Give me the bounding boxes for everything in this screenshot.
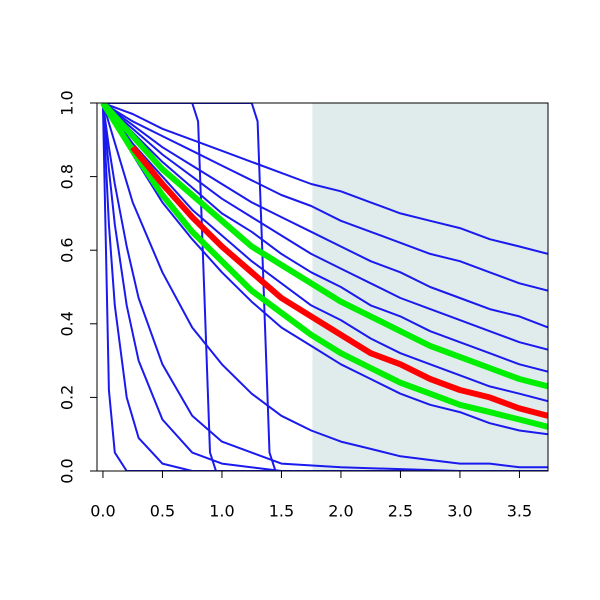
curve: [102, 103, 548, 373]
curve: [101, 103, 548, 471]
axes-layer: 0.0 0.5 1.0 1.5 2.0 2.5 3.0 3.5 0.0 0.2 0.4 0.6 0.8 1…: [58, 90, 549, 521]
x-tick-label: 3.0: [447, 502, 472, 521]
curve: [102, 103, 548, 255]
y-tick-label: 0.6: [58, 237, 77, 262]
x-tick-label: 0.0: [90, 502, 115, 521]
y-tick-label: 1.0: [58, 90, 77, 115]
x-tick-label: 2.5: [388, 502, 413, 521]
y-tick-label: 0.8: [58, 164, 77, 189]
lines-layer: [100, 103, 548, 471]
x-tick-label: 3.5: [507, 502, 532, 521]
x-tick-label: 1.0: [209, 502, 234, 521]
curve: [102, 103, 548, 403]
x-tick-label: 1.5: [269, 502, 294, 521]
curve: [101, 103, 548, 471]
curve: [101, 103, 548, 471]
curve: [101, 103, 548, 469]
curve: [130, 145, 548, 419]
curve: [100, 103, 548, 430]
y-tick-label: 0.0: [58, 458, 77, 483]
curve: [102, 103, 548, 471]
x-tick-label: 2.0: [328, 502, 353, 521]
y-tick-label: 0.4: [58, 311, 77, 336]
y-tick-label: 0.2: [58, 385, 77, 410]
curve: [102, 103, 548, 329]
curve: [100, 103, 548, 390]
curve: [102, 103, 548, 292]
curve: [101, 103, 548, 471]
plot-frame: [96, 102, 549, 472]
x-tick-label: 0.5: [150, 502, 175, 521]
curve: [102, 103, 548, 471]
curve: [102, 103, 548, 351]
curve: [102, 103, 548, 436]
